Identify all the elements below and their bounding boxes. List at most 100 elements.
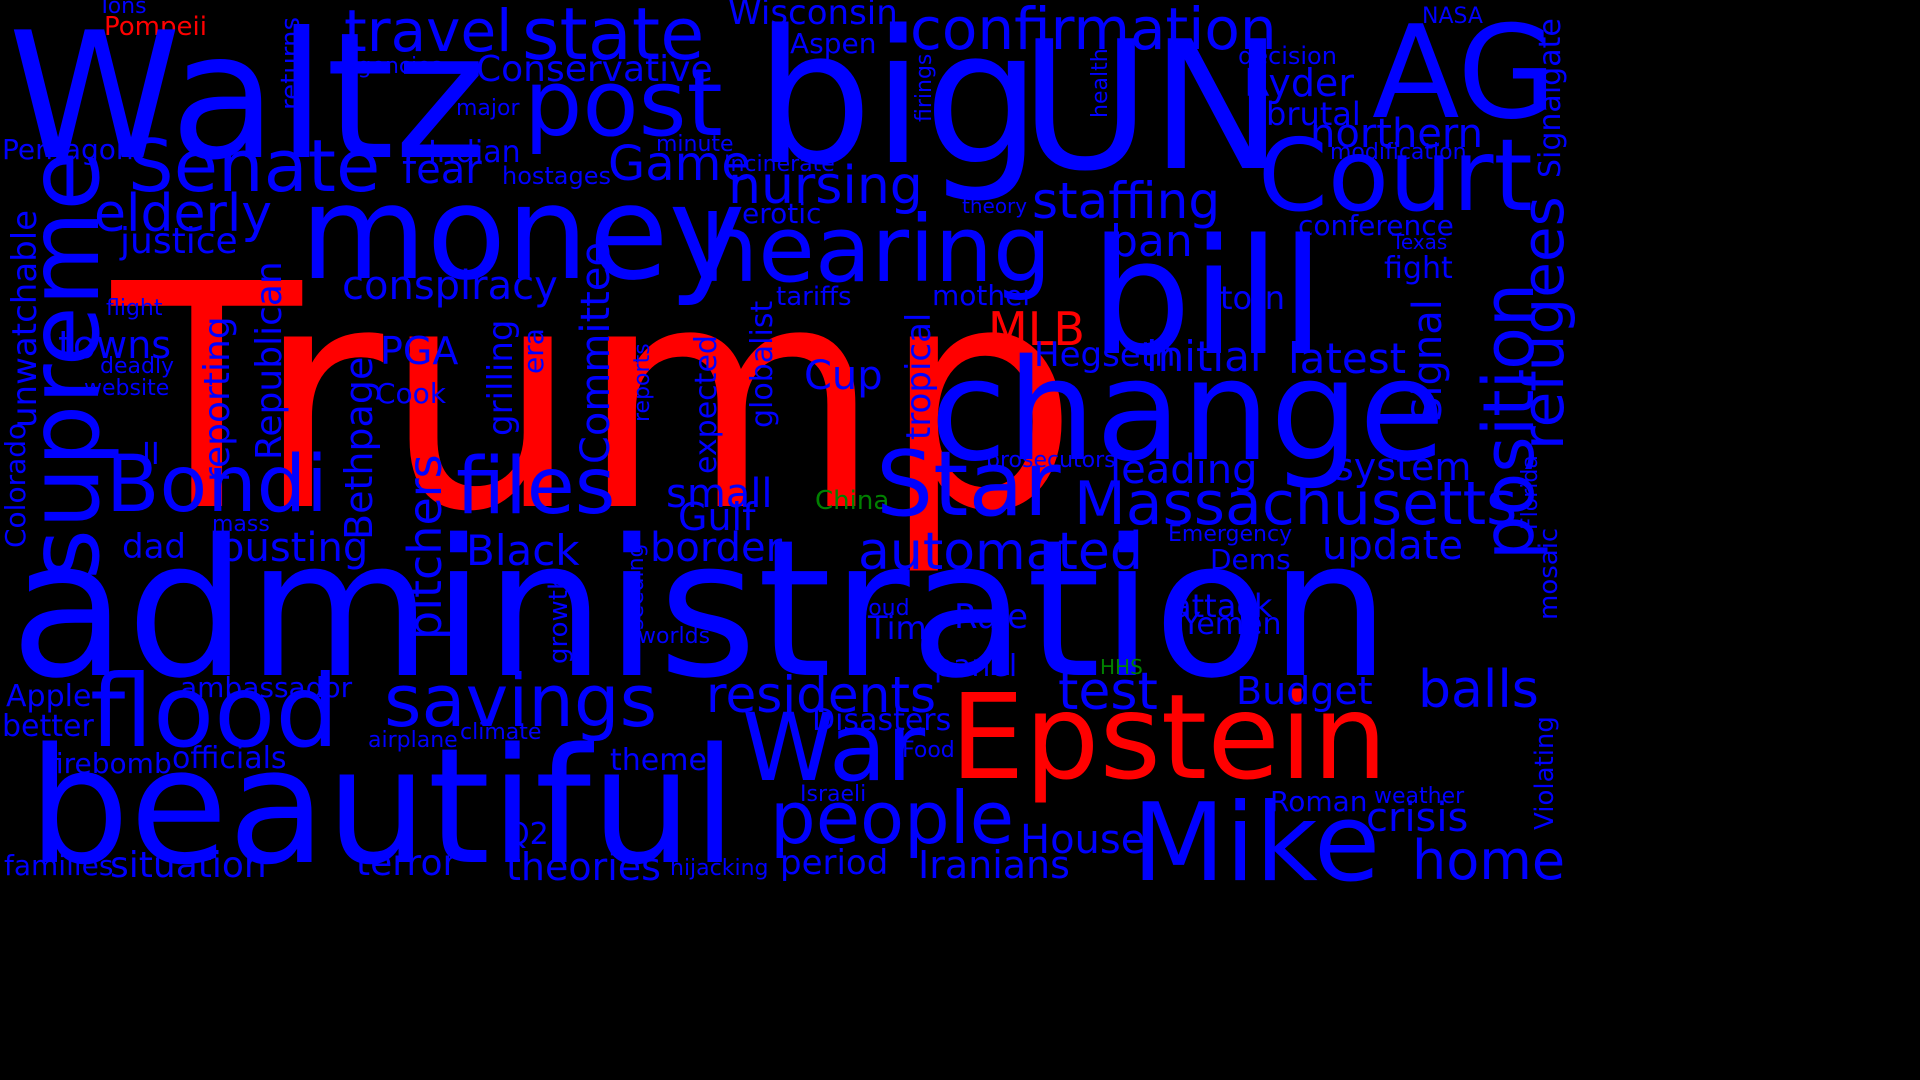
word-airplane: airplane bbox=[368, 728, 458, 753]
word-initial: initial bbox=[1146, 332, 1262, 381]
word-era: era bbox=[517, 328, 550, 374]
word-erotic: erotic bbox=[742, 197, 822, 230]
word-food: Food bbox=[902, 738, 955, 763]
word-ryder: Ryder bbox=[1244, 61, 1354, 105]
word-post: post bbox=[524, 50, 723, 157]
word-pga: PGA bbox=[380, 329, 459, 373]
word-incinerate: Incinerate bbox=[724, 152, 835, 177]
word-firings: firings bbox=[912, 53, 937, 122]
word-aspen: Aspen bbox=[790, 27, 877, 60]
word-budget: Budget bbox=[1236, 669, 1373, 713]
word-ban: ban bbox=[1110, 216, 1193, 267]
word-period: period bbox=[780, 843, 889, 883]
word-bill: bill bbox=[1090, 204, 1325, 391]
word-theories: theories bbox=[506, 845, 661, 889]
word-flood: flood bbox=[90, 653, 339, 770]
word-torn: torn bbox=[1220, 279, 1285, 317]
word-war: War bbox=[742, 694, 926, 803]
word-bethpage: Bethpage bbox=[337, 356, 381, 540]
word-website: website bbox=[84, 376, 170, 401]
word-grilling: grilling bbox=[481, 319, 521, 436]
word-ag: AG bbox=[1372, 0, 1557, 148]
word-border: border bbox=[650, 525, 783, 571]
word-confirmation: confirmation bbox=[910, 0, 1277, 63]
word-latest: latest bbox=[1288, 334, 1407, 383]
word-automated: automated bbox=[858, 522, 1143, 582]
word-trump: Trump bbox=[112, 219, 1079, 580]
word-climate: climate bbox=[460, 720, 542, 745]
word-money: money bbox=[300, 157, 746, 309]
word-mlb: MLB bbox=[988, 302, 1085, 356]
word-hostages: hostages bbox=[502, 162, 612, 190]
word-dad: dad bbox=[122, 527, 186, 567]
word-yemen: Yemen bbox=[1182, 607, 1282, 642]
word-un: UN bbox=[1020, 3, 1284, 210]
word-hhs: HHS bbox=[1100, 655, 1143, 679]
word-republican: Republican bbox=[249, 261, 290, 460]
word-florida: Florida bbox=[1518, 455, 1543, 530]
word-globalist: globalist bbox=[745, 300, 780, 428]
word-roman: Roman bbox=[1270, 785, 1368, 818]
word-theme: theme bbox=[610, 743, 707, 778]
word-crisis: crisis bbox=[1366, 795, 1469, 841]
word-rule: Rule bbox=[954, 597, 1029, 637]
word-court: Court bbox=[1258, 117, 1533, 234]
word-returns: returns bbox=[276, 16, 306, 110]
word-israeli: Israeli bbox=[800, 782, 867, 807]
word-unwatchable: unwatchable bbox=[5, 209, 45, 428]
word-disasters: Disasters bbox=[812, 703, 952, 738]
word-violating: Violating bbox=[1530, 716, 1560, 830]
word-iranians: Iranians bbox=[918, 843, 1070, 887]
word-northern: northern bbox=[1310, 111, 1484, 157]
word-conservative: Conservative bbox=[476, 49, 713, 90]
word-brutal: brutal bbox=[1266, 95, 1361, 133]
word-cloud: cloud bbox=[850, 596, 910, 621]
word-decision: decision bbox=[1238, 42, 1337, 70]
word-staffing: staffing bbox=[1032, 172, 1221, 230]
word-china: China bbox=[815, 486, 890, 516]
word-mass: mass bbox=[212, 512, 270, 537]
word-terror: terror bbox=[356, 843, 458, 884]
word-seeding: seeding bbox=[624, 543, 649, 630]
word-better: better bbox=[2, 709, 94, 744]
word-big: big bbox=[755, 0, 1042, 206]
word-small: small bbox=[666, 471, 773, 517]
word-mother: mother bbox=[932, 279, 1034, 312]
word-travel: travel bbox=[344, 0, 513, 65]
word-files: files bbox=[456, 442, 616, 532]
word-signalgate: Signalgate bbox=[1533, 18, 1568, 178]
word-officials: officials bbox=[172, 741, 287, 776]
word-update: update bbox=[1322, 523, 1463, 569]
word-change: change bbox=[930, 330, 1446, 493]
word-ousting: ousting bbox=[220, 525, 369, 571]
word-reports: reports bbox=[630, 343, 655, 422]
word-expected: expected bbox=[689, 335, 724, 474]
word-committee: Committee bbox=[573, 241, 619, 464]
word-apple: Apple bbox=[6, 679, 92, 714]
word-hearing: hearing bbox=[700, 196, 1052, 303]
word-agencies: agencies bbox=[344, 54, 443, 79]
word-pentagon: Pentagon bbox=[2, 133, 134, 166]
word-reporting: reporting bbox=[197, 316, 238, 482]
word-black: Black bbox=[466, 526, 580, 575]
word-mosaic: mosaic bbox=[1534, 527, 1564, 620]
word-emergency: Emergency bbox=[1168, 522, 1293, 547]
word-signal: Signal bbox=[1405, 299, 1451, 422]
word-theory: theory bbox=[962, 194, 1028, 218]
word-attack: attack bbox=[1172, 587, 1273, 625]
word-wisconsin: Wisconsin bbox=[728, 0, 898, 33]
word-dems: Dems bbox=[1210, 543, 1291, 576]
word-leading: leading bbox=[1110, 447, 1258, 493]
word-q2: Q2 bbox=[506, 817, 549, 852]
word-people: people bbox=[770, 776, 1015, 860]
word-test: test bbox=[1058, 662, 1158, 722]
word-senate: Senate bbox=[128, 124, 381, 208]
word-ii: II bbox=[142, 437, 160, 472]
word-situation: situation bbox=[110, 845, 267, 886]
word-gulf: Gulf bbox=[678, 495, 756, 539]
word-massachusetts: Massachusetts bbox=[1074, 469, 1518, 539]
word-system: system bbox=[1334, 445, 1472, 489]
word-worlds: worlds bbox=[638, 624, 711, 649]
word-fear: fear bbox=[402, 147, 482, 193]
word-deadly: deadly bbox=[100, 354, 175, 379]
